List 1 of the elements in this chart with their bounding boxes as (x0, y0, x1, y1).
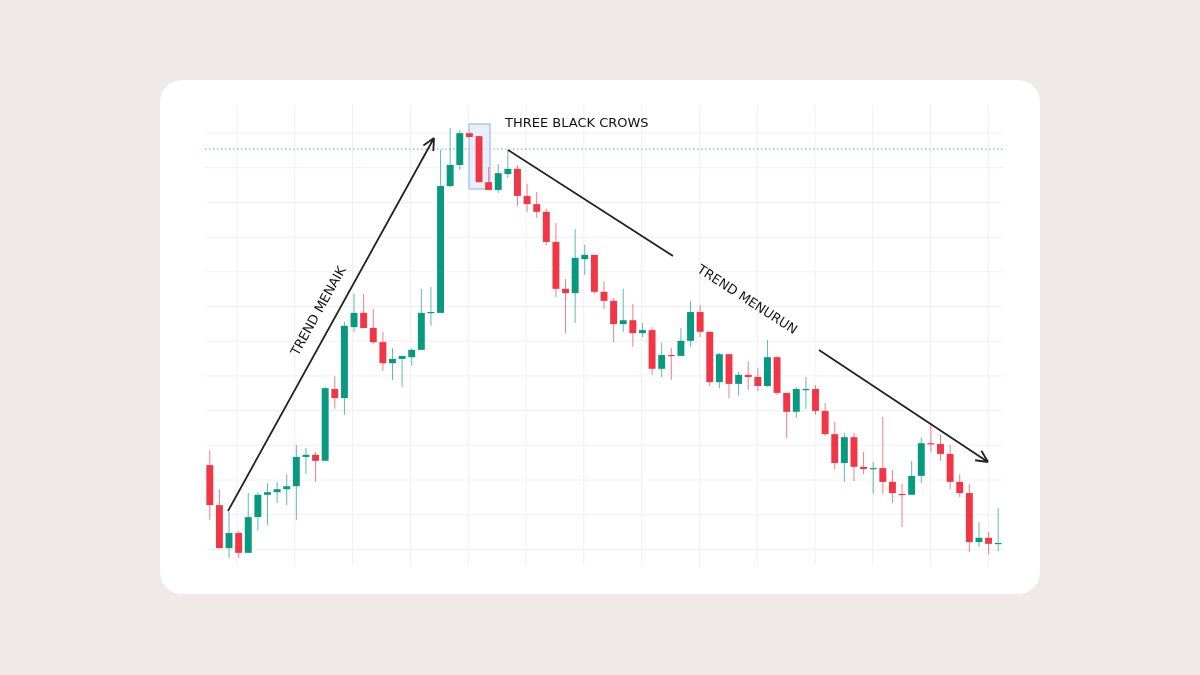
annotation: THREE BLACK CROWS (504, 115, 649, 130)
